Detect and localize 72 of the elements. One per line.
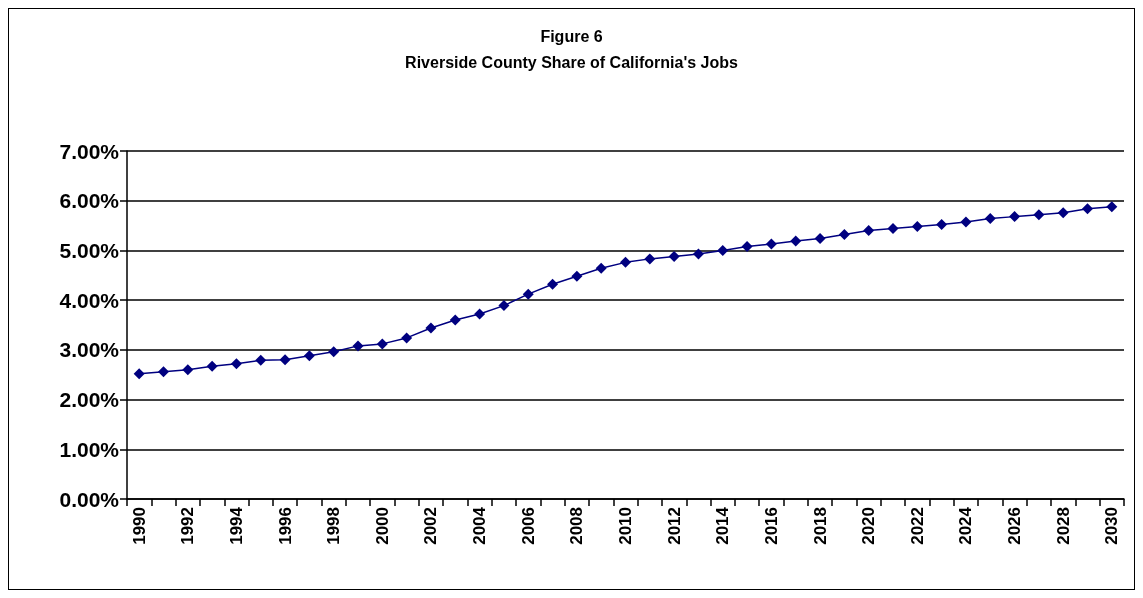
point xyxy=(303,350,315,362)
point xyxy=(547,278,559,290)
x-tick-label: 2006 xyxy=(518,507,538,545)
x-tick-label: 1998 xyxy=(324,507,344,545)
point xyxy=(911,221,923,233)
point xyxy=(1033,209,1045,221)
y-tick-label: 7.00% xyxy=(59,139,120,163)
x-tick-label: 2004 xyxy=(470,506,490,545)
point xyxy=(790,235,802,247)
x-tick-label: 2008 xyxy=(567,507,587,545)
x-tick-label: 2020 xyxy=(859,507,879,545)
x-tick-label: 1992 xyxy=(178,507,198,545)
x-tick-label: 2024 xyxy=(956,506,976,545)
x-tick-label: 2000 xyxy=(372,507,392,545)
point xyxy=(595,262,607,274)
y-tick-label: 2.00% xyxy=(59,388,120,412)
point xyxy=(887,223,899,235)
chart-subtitle: Riverside County Share of California's Jobs xyxy=(405,53,738,71)
chart-title: Figure 6 xyxy=(540,27,603,45)
point xyxy=(425,322,437,334)
x-tick-label: 2016 xyxy=(761,507,781,545)
point xyxy=(498,300,510,312)
x-tick-label: 2026 xyxy=(1005,507,1025,545)
point xyxy=(717,244,729,256)
point xyxy=(1009,211,1021,223)
point xyxy=(936,219,948,231)
x-tick-label: 2030 xyxy=(1102,507,1122,545)
x-tick-label: 2022 xyxy=(907,507,927,545)
y-tick-label: 5.00% xyxy=(59,238,120,262)
x-tick-label: 2010 xyxy=(616,507,635,545)
y-tick-label: 3.00% xyxy=(59,338,120,362)
point xyxy=(571,270,583,282)
point xyxy=(765,238,777,250)
point xyxy=(960,216,972,228)
y-tick-label: 4.00% xyxy=(59,288,120,312)
point xyxy=(279,354,291,366)
point xyxy=(182,364,194,376)
y-tick-label: 1.00% xyxy=(59,437,120,461)
point xyxy=(644,253,656,265)
point xyxy=(692,248,704,260)
point xyxy=(741,240,753,252)
x-tick-label: 2012 xyxy=(664,507,684,545)
x-tick-label: 2014 xyxy=(713,506,733,545)
point xyxy=(1057,207,1069,219)
point xyxy=(376,338,388,350)
point xyxy=(984,213,996,225)
point xyxy=(255,354,267,366)
point xyxy=(668,250,680,262)
x-tick-label: 1994 xyxy=(226,506,246,545)
point xyxy=(1082,203,1094,215)
point xyxy=(133,368,145,380)
x-tick-label: 1996 xyxy=(275,507,295,545)
point xyxy=(401,332,413,344)
x-tick-label: 1990 xyxy=(129,507,149,545)
point xyxy=(863,225,875,237)
y-tick-label: 0.00% xyxy=(59,487,120,511)
point xyxy=(157,366,169,378)
point xyxy=(474,308,486,320)
point xyxy=(206,360,218,372)
point xyxy=(838,229,850,241)
x-tick-label: 2002 xyxy=(421,507,441,545)
point xyxy=(522,288,534,300)
y-tick-label: 6.00% xyxy=(59,189,120,213)
point xyxy=(1106,201,1118,213)
point xyxy=(352,340,364,352)
point xyxy=(328,346,340,358)
x-tick-label: 2028 xyxy=(1053,507,1073,545)
point xyxy=(449,314,461,326)
x-tick-label: 2018 xyxy=(810,507,830,545)
point xyxy=(620,256,631,268)
point xyxy=(814,233,826,244)
point xyxy=(230,358,242,370)
